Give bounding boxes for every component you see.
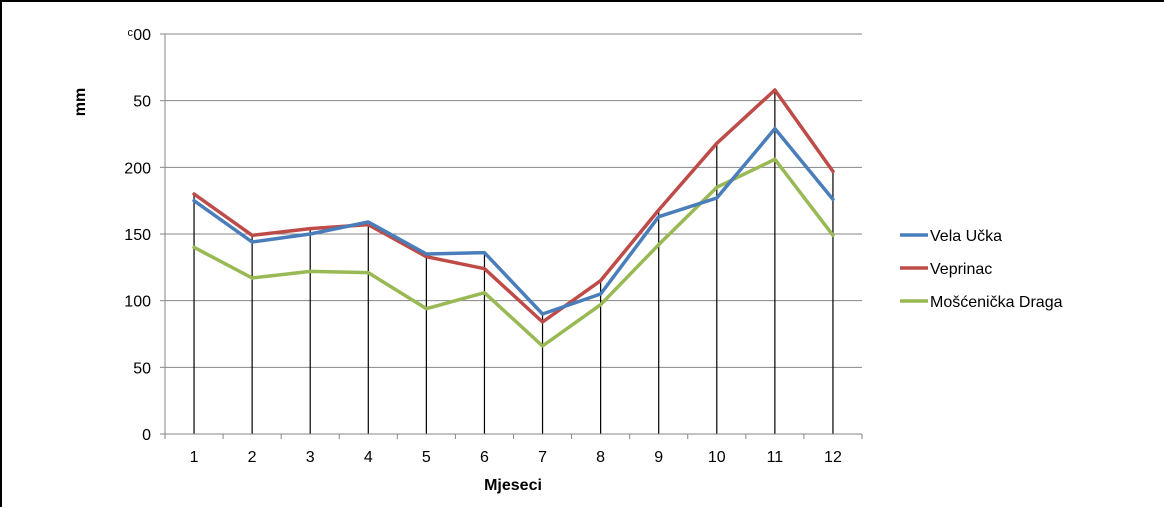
series-line [192, 126, 835, 316]
y-tick-label: 200 [124, 160, 151, 177]
y-tick-label: 50 [133, 94, 151, 111]
drop-lines [193, 90, 834, 434]
legend-label: Vela Učka [930, 228, 1002, 245]
y-tick-label: 100 [124, 294, 151, 311]
x-axis-title: Mjeseci [484, 477, 542, 494]
y-tick-label: 50 [133, 360, 151, 377]
x-tick-label: 5 [422, 449, 431, 466]
x-tick-label: 3 [306, 449, 315, 466]
x-tick-label: 10 [708, 449, 726, 466]
y-tick-label: 0 [142, 427, 151, 444]
x-tick-label: 6 [480, 449, 489, 466]
series-line [192, 157, 835, 348]
x-tick-label: 8 [596, 449, 605, 466]
x-tick-labels: 1 2 3 4 5 6 7 8 9 10 11 12 [190, 449, 842, 466]
axes [160, 33, 863, 439]
gridlines [165, 33, 862, 368]
x-tick-label: 12 [824, 449, 842, 466]
x-tick-label: 4 [364, 449, 373, 466]
y-tick-label: ᶜ00 [128, 27, 152, 44]
legend: Vela Učka Veprinac Mošćenička Draga [900, 228, 1063, 311]
x-tick-label: 2 [248, 449, 257, 466]
y-axis-title: mm [72, 88, 89, 116]
y-tick-labels: 0 50 100 150 200 50 ᶜ00 [124, 27, 151, 444]
series-lines [192, 88, 835, 348]
legend-label: Mošćenička Draga [930, 294, 1063, 311]
y-tick-label: 150 [124, 227, 151, 244]
x-tick-label: 7 [538, 449, 547, 466]
x-tick-label: 11 [767, 449, 784, 466]
x-tick-label: 9 [654, 449, 663, 466]
x-tick-label: 1 [190, 449, 199, 466]
series-line [192, 88, 835, 324]
legend-label: Veprinac [930, 261, 992, 278]
